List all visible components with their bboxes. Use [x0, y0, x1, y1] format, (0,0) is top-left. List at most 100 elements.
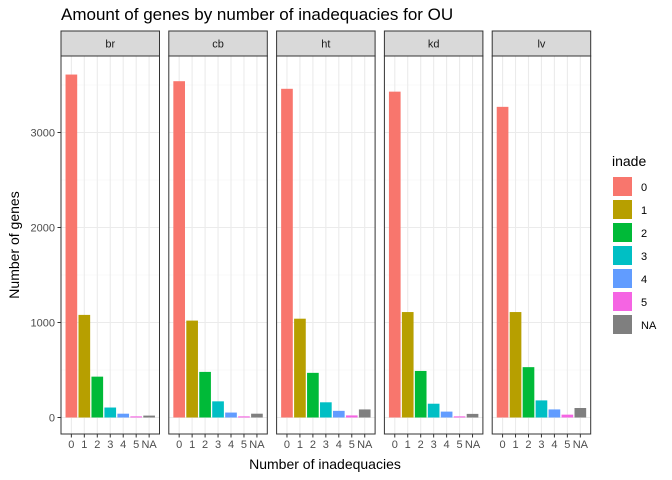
legend-key-3	[613, 246, 632, 265]
bar-ht-5	[345, 415, 358, 418]
bar-br-2	[91, 376, 104, 418]
x-tick-label: 2	[202, 439, 208, 451]
facet-br: br 0 1 2 3 4 5 NA	[60, 30, 160, 451]
x-tick-label: 4	[444, 439, 450, 451]
facet-ht: ht 0 1 2 3 4 5 NA	[276, 30, 376, 451]
legend-key-4	[613, 269, 632, 288]
x-tick-label: 2	[525, 439, 531, 451]
legend-key-2	[613, 223, 632, 242]
legend-label-1: 1	[641, 205, 647, 217]
bar-ht-2	[307, 372, 319, 418]
facet-strip-label: kd	[428, 39, 440, 51]
facet-strip	[276, 30, 376, 57]
y-tick-label: 1000	[31, 318, 55, 330]
bar-cb-0	[173, 81, 186, 418]
x-tick-label: NA	[357, 439, 373, 451]
bar-lv-4	[548, 409, 561, 418]
bar-br-1	[78, 314, 91, 418]
bar-lv-5	[561, 414, 574, 418]
x-tick-label: 2	[418, 439, 424, 451]
x-tick-label: NA	[465, 439, 481, 451]
x-tick-label: 2	[94, 439, 100, 451]
x-tick-label: 4	[228, 439, 234, 451]
bar-cb-5	[238, 416, 250, 418]
legend-label-4: 4	[641, 274, 647, 286]
bar-ht-NA	[358, 409, 371, 418]
bar-br-0	[65, 74, 78, 418]
bar-kd-0	[388, 91, 401, 418]
bar-kd-1	[401, 312, 414, 418]
legend: inade 0 1 2 3 4 5 NA	[612, 153, 657, 334]
facet-strip-label: lv	[537, 39, 545, 51]
bar-kd-5	[453, 416, 466, 418]
y-tick-label: 0	[49, 413, 55, 425]
x-tick-label: 0	[68, 439, 74, 451]
x-tick-label: 3	[538, 439, 544, 451]
bar-lv-0	[496, 106, 509, 418]
x-tick-label: 3	[215, 439, 221, 451]
bar-ht-3	[320, 402, 332, 418]
x-tick-label: 3	[323, 439, 329, 451]
x-tick-label: 2	[310, 439, 316, 451]
facet-kd: kd 0 1 2 3 4 5 NA	[383, 30, 484, 451]
x-tick-label: 0	[284, 439, 290, 451]
x-tick-label: 5	[133, 439, 139, 451]
x-tick-label: 4	[120, 439, 126, 451]
bar-kd-2	[414, 370, 427, 418]
facet-strip-label: ht	[321, 39, 330, 51]
legend-title: inade	[612, 153, 646, 169]
legend-key-NA	[613, 315, 632, 334]
x-tick-label: NA	[141, 439, 157, 451]
y-axis-title: Number of genes	[6, 191, 22, 298]
bar-cb-NA	[251, 413, 263, 418]
bar-br-5	[130, 416, 143, 418]
bar-br-4	[117, 413, 130, 418]
facet-strip	[491, 30, 592, 57]
bar-br-NA	[143, 415, 155, 418]
x-tick-label: 3	[431, 439, 437, 451]
facet-lv: lv 0 1 2 3 4 5 NA	[491, 30, 592, 451]
facet-strip	[60, 30, 160, 57]
x-tick-label: 4	[551, 439, 557, 451]
bar-kd-NA	[466, 413, 479, 418]
x-tick-label: 1	[405, 439, 411, 451]
bar-cb-2	[199, 371, 211, 418]
legend-label-5: 5	[641, 297, 647, 309]
legend-key-1	[613, 200, 632, 219]
bar-kd-4	[440, 411, 453, 418]
x-tick-label: 5	[349, 439, 355, 451]
x-tick-label: 5	[564, 439, 570, 451]
bar-ht-4	[332, 410, 345, 418]
x-tick-label: NA	[249, 439, 265, 451]
legend-label-3: 3	[641, 251, 647, 263]
bar-lv-3	[535, 400, 548, 418]
bar-lv-2	[522, 367, 535, 418]
x-tick-label: 0	[392, 439, 398, 451]
chart-title: Amount of genes by number of inadequacie…	[61, 5, 453, 24]
x-tick-label: 1	[297, 439, 303, 451]
bar-cb-1	[186, 320, 198, 418]
x-tick-label: 1	[512, 439, 518, 451]
bar-cb-3	[212, 401, 224, 418]
x-tick-label: 0	[500, 439, 506, 451]
legend-label-2: 2	[641, 228, 647, 240]
bar-lv-NA	[574, 408, 587, 418]
y-axis: 0 1000 2000 3000	[31, 128, 61, 425]
facet-strip-label: br	[105, 39, 115, 51]
legend-key-5	[613, 292, 632, 311]
facet-cb: cb 0 1 2 3 4 5 NA	[168, 30, 268, 451]
y-tick-label: 3000	[31, 128, 55, 140]
x-tick-label: 1	[189, 439, 195, 451]
x-tick-label: 5	[241, 439, 247, 451]
bar-ht-0	[281, 88, 293, 418]
y-tick-label: 2000	[31, 223, 55, 235]
x-tick-label: 4	[336, 439, 342, 451]
x-axis-title: Number of inadequacies	[249, 456, 401, 472]
x-tick-label: 5	[457, 439, 463, 451]
x-tick-label: NA	[573, 439, 589, 451]
legend-label-0: 0	[641, 182, 647, 194]
bar-lv-1	[509, 312, 522, 418]
bar-ht-1	[294, 318, 306, 418]
